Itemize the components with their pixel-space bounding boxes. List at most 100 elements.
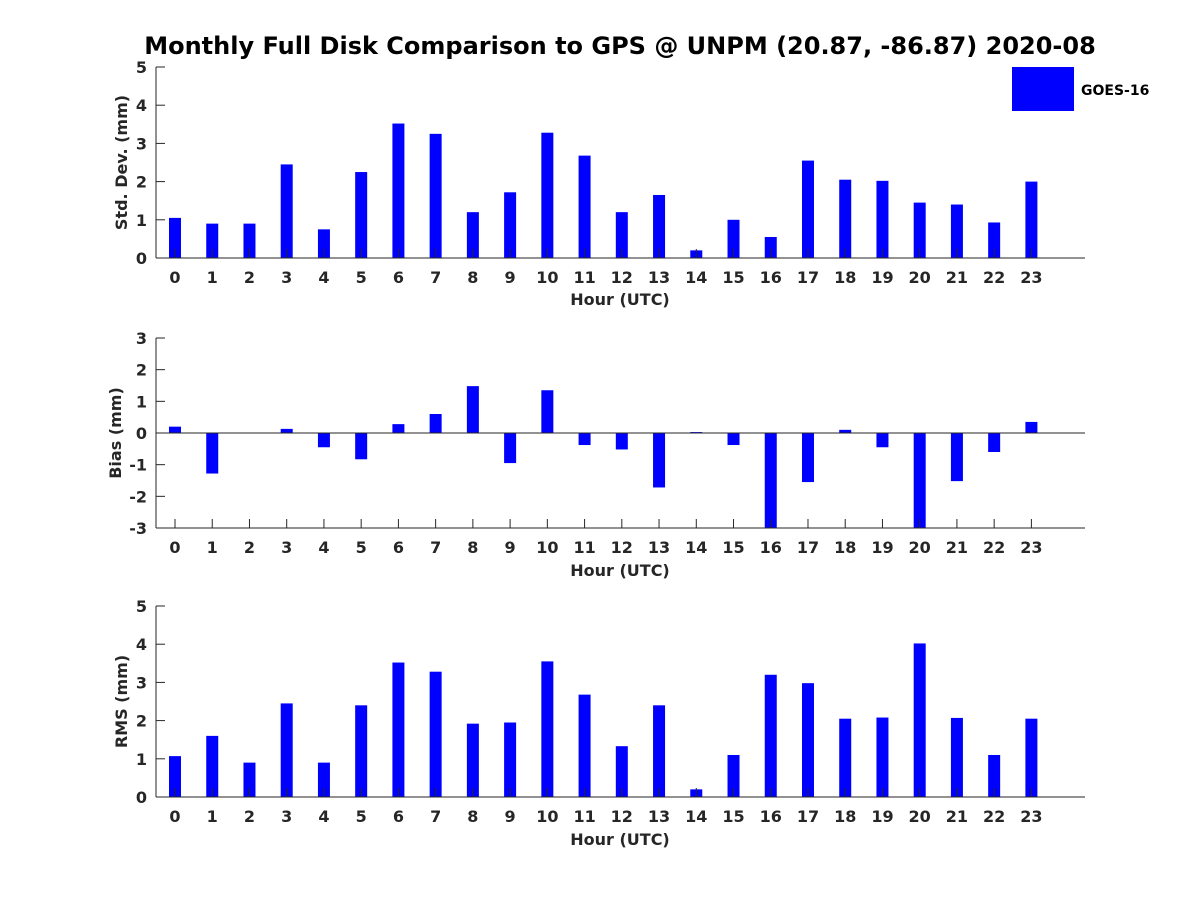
bar-std-dev-13: [653, 194, 666, 258]
bar-std-dev-7: [429, 133, 442, 258]
bar-std-dev-16: [764, 236, 777, 258]
bar-bias-0: [169, 426, 181, 433]
bar-rms-17: [801, 683, 814, 797]
x-tick-label-bias: 18: [834, 538, 856, 557]
bar-std-dev-10: [541, 132, 554, 258]
bar-bias-20: [913, 433, 926, 528]
bars-rms: [169, 643, 1038, 797]
y-tick-label-std-dev: 0: [136, 249, 147, 268]
x-tick-label-rms: 13: [648, 807, 670, 826]
bar-std-dev-6: [392, 123, 405, 258]
x-tick-label-std-dev: 20: [909, 268, 931, 287]
y-tick-label-bias: 3: [136, 329, 147, 348]
bar-bias-6: [392, 424, 405, 433]
bar-rms-18: [839, 718, 852, 797]
x-tick-label-bias: 19: [871, 538, 893, 557]
y-axis-label-rms: RMS (mm): [112, 655, 131, 748]
x-tick-label-rms: 11: [573, 807, 595, 826]
x-tick-label-std-dev: 13: [648, 268, 670, 287]
x-tick-label-bias: 11: [573, 538, 595, 557]
bar-rms-20: [913, 643, 926, 797]
figure-title: Monthly Full Disk Comparison to GPS @ UN…: [144, 32, 1096, 60]
bar-rms-16: [764, 674, 777, 797]
bar-std-dev-12: [615, 212, 628, 258]
x-axis-label-std-dev: Hour (UTC): [570, 290, 670, 309]
bar-std-dev-19: [876, 180, 889, 258]
legend-swatch: [1012, 67, 1074, 111]
bar-rms-6: [392, 662, 405, 797]
bar-std-dev-20: [913, 202, 926, 258]
y-tick-label-rms: 3: [136, 673, 147, 692]
x-tick-label-rms: 20: [909, 807, 931, 826]
x-tick-label-bias: 3: [281, 538, 292, 557]
bar-bias-16: [764, 433, 777, 528]
bar-bias-3: [280, 428, 293, 433]
bar-bias-8: [466, 386, 479, 433]
x-tick-label-std-dev: 14: [685, 268, 707, 287]
x-tick-label-bias: 20: [909, 538, 931, 557]
y-tick-label-bias: 2: [136, 361, 147, 380]
x-tick-label-std-dev: 6: [393, 268, 404, 287]
bar-rms-22: [988, 754, 1001, 797]
x-tick-label-bias: 12: [611, 538, 633, 557]
bar-rms-19: [876, 717, 889, 797]
x-tick-label-rms: 12: [611, 807, 633, 826]
x-tick-label-rms: 19: [871, 807, 893, 826]
bar-std-dev-4: [317, 229, 330, 258]
bar-bias-9: [504, 433, 517, 464]
bar-rms-11: [578, 694, 591, 797]
bar-bias-12: [615, 433, 628, 450]
x-tick-label-std-dev: 16: [760, 268, 782, 287]
y-tick-label-std-dev: 1: [136, 211, 147, 230]
x-tick-label-rms: 3: [281, 807, 292, 826]
x-axis-label-bias: Hour (UTC): [570, 561, 670, 580]
bar-bias-13: [653, 433, 666, 488]
y-axis-label-bias: Bias (mm): [106, 387, 125, 479]
y-tick-label-bias: -3: [129, 519, 147, 538]
x-tick-label-rms: 1: [207, 807, 218, 826]
bar-bias-10: [541, 390, 554, 433]
bar-bias-18: [839, 429, 852, 433]
x-tick-label-bias: 15: [722, 538, 744, 557]
x-tick-label-bias: 9: [505, 538, 516, 557]
x-tick-label-std-dev: 7: [430, 268, 441, 287]
x-tick-label-rms: 23: [1020, 807, 1042, 826]
bar-bias-21: [950, 433, 963, 482]
x-tick-label-rms: 15: [722, 807, 744, 826]
bar-bias-19: [876, 433, 889, 448]
bar-std-dev-1: [206, 223, 219, 258]
bar-std-dev-23: [1025, 181, 1038, 258]
x-tick-label-std-dev: 17: [797, 268, 819, 287]
y-tick-label-rms: 4: [136, 635, 147, 654]
x-tick-label-std-dev: 4: [318, 268, 329, 287]
bar-std-dev-17: [801, 160, 814, 258]
legend: GOES-16: [1012, 67, 1149, 111]
bar-rms-13: [653, 705, 666, 797]
bar-bias-17: [801, 433, 814, 483]
x-tick-label-rms: 16: [760, 807, 782, 826]
x-tick-label-std-dev: 12: [611, 268, 633, 287]
bar-rms-1: [206, 735, 219, 797]
x-tick-label-std-dev: 11: [573, 268, 595, 287]
x-tick-label-bias: 13: [648, 538, 670, 557]
bar-bias-22: [988, 433, 1001, 452]
bar-rms-2: [243, 762, 256, 797]
x-tick-label-std-dev: 15: [722, 268, 744, 287]
x-tick-label-rms: 18: [834, 807, 856, 826]
x-tick-label-std-dev: 22: [983, 268, 1005, 287]
x-tick-label-bias: 10: [536, 538, 558, 557]
x-tick-label-rms: 22: [983, 807, 1005, 826]
bar-rms-3: [280, 703, 293, 797]
bar-std-dev-2: [243, 223, 256, 258]
x-tick-label-rms: 7: [430, 807, 441, 826]
x-tick-label-std-dev: 21: [946, 268, 968, 287]
bar-std-dev-3: [280, 164, 293, 258]
bars-std-dev: [169, 123, 1038, 258]
x-tick-label-bias: 16: [760, 538, 782, 557]
y-tick-label-std-dev: 3: [136, 134, 147, 153]
bar-rms-12: [615, 746, 628, 797]
x-tick-label-rms: 4: [318, 807, 329, 826]
bar-bias-15: [727, 433, 740, 446]
